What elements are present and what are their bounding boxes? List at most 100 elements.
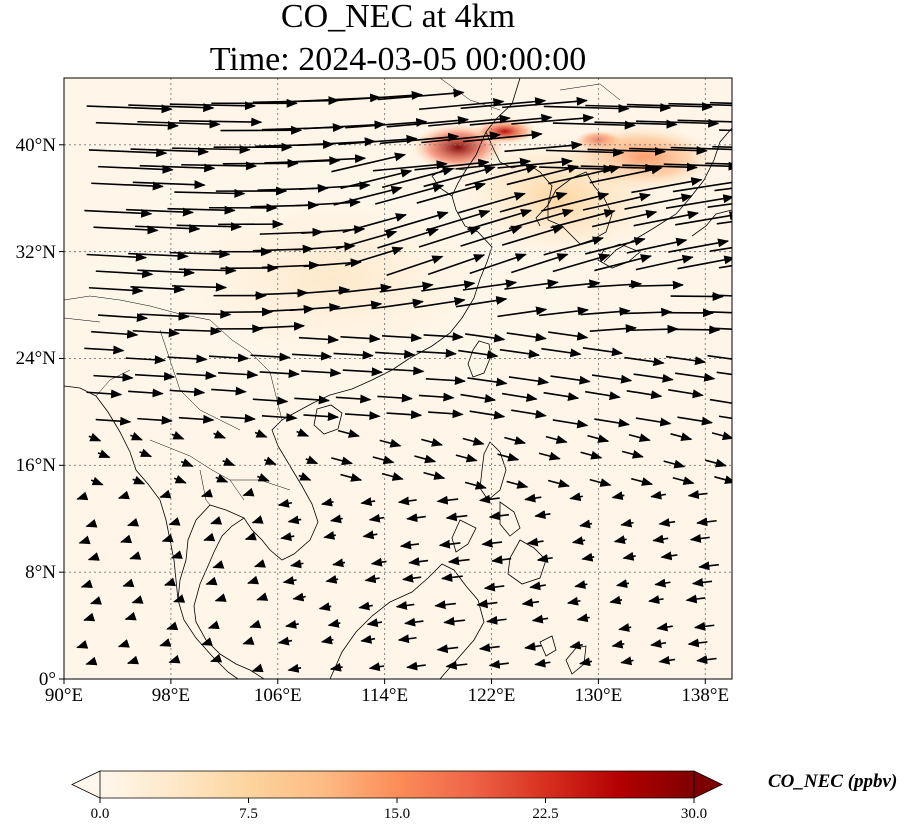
wind-arrow: [131, 595, 144, 604]
wind-arrow: [137, 119, 221, 129]
wind-arrow: [587, 434, 610, 443]
wind-arrow: [414, 158, 490, 171]
wind-arrow: [631, 177, 703, 194]
wind-arrow: [161, 533, 174, 543]
wind-arrow: [386, 255, 444, 277]
wind-arrow: [693, 621, 715, 631]
wind-arrow: [541, 192, 610, 212]
wind-arrow: [368, 513, 385, 523]
wind-arrow: [242, 487, 255, 497]
colorbar-tick-label: 0.0: [90, 806, 110, 822]
wind-arrow: [709, 246, 732, 252]
wind-arrow: [502, 96, 588, 109]
hainan-coastline: [313, 404, 343, 435]
wind-arrow: [524, 493, 542, 503]
wind-arrow: [501, 225, 565, 246]
wind-arrow: [298, 334, 340, 344]
wind-arrow: [419, 97, 505, 111]
wind-arrow: [375, 183, 445, 205]
colorbar-tick-label: 7.5: [239, 806, 258, 822]
wind-arrow: [587, 279, 643, 289]
wind-arrow: [252, 396, 289, 406]
wind-arrow: [220, 413, 256, 423]
wind-arrow: [249, 619, 262, 629]
lon-tick-label: 114°E: [361, 685, 409, 706]
wind-arrow: [497, 306, 548, 318]
wind-arrow: [626, 389, 663, 400]
wind-arrow: [656, 622, 673, 632]
wind-arrow: [576, 613, 590, 623]
wind-arrow: [301, 368, 342, 378]
wind-arrow: [78, 535, 91, 545]
wind-arrow: [622, 307, 673, 317]
wind-arrow: [705, 458, 727, 468]
wind-arrow: [303, 412, 340, 421]
wind-arrow: [712, 145, 732, 149]
wind-arrow: [665, 194, 732, 209]
wind-arrow: [210, 653, 223, 663]
wind-arrow: [707, 354, 732, 360]
wind-arrow: [589, 324, 638, 334]
wind-arrow: [594, 418, 630, 428]
wind-arrow: [403, 617, 424, 627]
wind-arrow: [287, 663, 302, 673]
wind-arrow: [585, 103, 672, 113]
wind-arrow: [117, 639, 130, 648]
wind-arrow: [98, 313, 149, 323]
colorbar: [71, 770, 723, 803]
wind-arrow: [128, 388, 164, 398]
wind-arrow: [242, 636, 255, 645]
wind-arrow: [508, 208, 574, 230]
colorbar-ramp: [100, 771, 694, 798]
wind-arrow: [325, 574, 339, 584]
wind-arrow: [90, 476, 104, 486]
wind-arrow: [381, 333, 423, 343]
wind-arrow: [582, 346, 624, 357]
wind-arrow: [178, 414, 215, 424]
wind-arrow: [91, 329, 139, 339]
wind-arrow: [168, 654, 181, 664]
wind-arrow: [173, 474, 187, 484]
wind-arrow: [462, 279, 518, 291]
wind-arrow: [215, 474, 229, 483]
wind-arrow: [132, 328, 181, 338]
wind-arrow: [167, 354, 208, 364]
wind-arrow: [707, 202, 732, 209]
wind-arrow: [524, 642, 542, 651]
wind-arrow: [98, 164, 174, 174]
colorbar-low-extension: [71, 770, 101, 799]
wind-arrow: [97, 449, 111, 459]
wind-arrow: [139, 448, 153, 458]
wind-arrow: [677, 119, 732, 123]
wind-arrow: [501, 392, 538, 402]
wind-arrow: [208, 353, 250, 363]
wind-arrow: [711, 431, 732, 441]
wind-arrow: [504, 436, 527, 445]
title-line-1: CO_NEC at 4km: [280, 0, 516, 35]
wind-arrow: [95, 121, 179, 130]
wind-arrow: [464, 481, 487, 490]
wind-arrow: [83, 612, 96, 622]
wind-arrow: [335, 394, 372, 404]
wind-arrow: [257, 473, 270, 482]
wind-arrow: [635, 254, 694, 271]
wind-arrow: [536, 554, 553, 563]
wind-arrow: [335, 230, 398, 250]
wind-arrow: [381, 166, 455, 189]
wind-arrow: [613, 535, 627, 545]
wind-arrow: [305, 455, 319, 465]
wind-arrow: [259, 369, 300, 379]
wind-arrow: [257, 321, 306, 331]
wind-arrow: [578, 519, 593, 529]
wind-arrow: [408, 557, 429, 567]
wind-arrow: [467, 377, 508, 387]
wind-arrow: [399, 540, 420, 550]
wind-arrow: [478, 643, 500, 653]
wind-arrow: [122, 578, 135, 588]
wind-arrow: [548, 164, 621, 185]
wind-arrow: [130, 431, 143, 441]
wind-arrow: [663, 459, 686, 469]
wind-arrow: [173, 594, 186, 603]
wind-arrow: [629, 280, 685, 290]
wind-arrow: [571, 536, 586, 546]
